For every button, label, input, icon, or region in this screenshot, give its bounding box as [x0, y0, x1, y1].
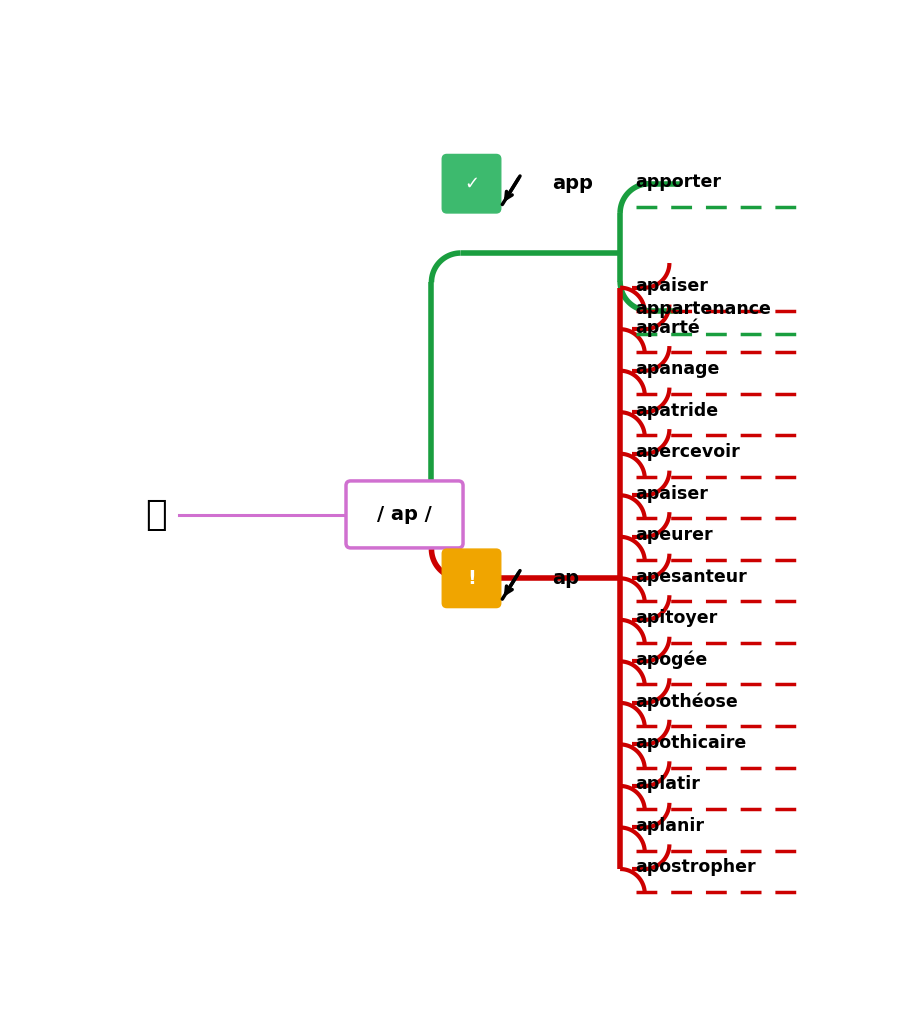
Text: apostropher: apostropher — [636, 858, 756, 877]
FancyBboxPatch shape — [442, 549, 501, 607]
Text: / ap /: / ap / — [377, 505, 432, 524]
Text: apanage: apanage — [636, 360, 720, 378]
Text: apercevoir: apercevoir — [636, 443, 740, 461]
Text: apaiser: apaiser — [636, 278, 708, 295]
Text: apporter: apporter — [636, 173, 722, 191]
FancyBboxPatch shape — [346, 481, 463, 548]
Text: apesanteur: apesanteur — [636, 567, 747, 586]
FancyBboxPatch shape — [442, 155, 501, 213]
Text: apaiser: apaiser — [636, 484, 708, 503]
Text: apitoyer: apitoyer — [636, 609, 717, 628]
Text: aparté: aparté — [636, 318, 700, 337]
Text: app: app — [552, 174, 593, 194]
Text: apogée: apogée — [636, 650, 707, 669]
Text: 👂: 👂 — [145, 498, 167, 531]
Text: ap: ap — [552, 569, 579, 588]
Text: apeurer: apeurer — [636, 526, 713, 545]
Text: !: ! — [467, 569, 476, 588]
Text: apatride: apatride — [636, 401, 718, 420]
Text: appartenance: appartenance — [636, 300, 772, 318]
Text: apothicaire: apothicaire — [636, 734, 746, 752]
Text: aplanir: aplanir — [636, 817, 705, 835]
Text: apothéose: apothéose — [636, 692, 738, 711]
Text: ✓: ✓ — [464, 175, 479, 193]
Text: aplatir: aplatir — [636, 775, 700, 794]
